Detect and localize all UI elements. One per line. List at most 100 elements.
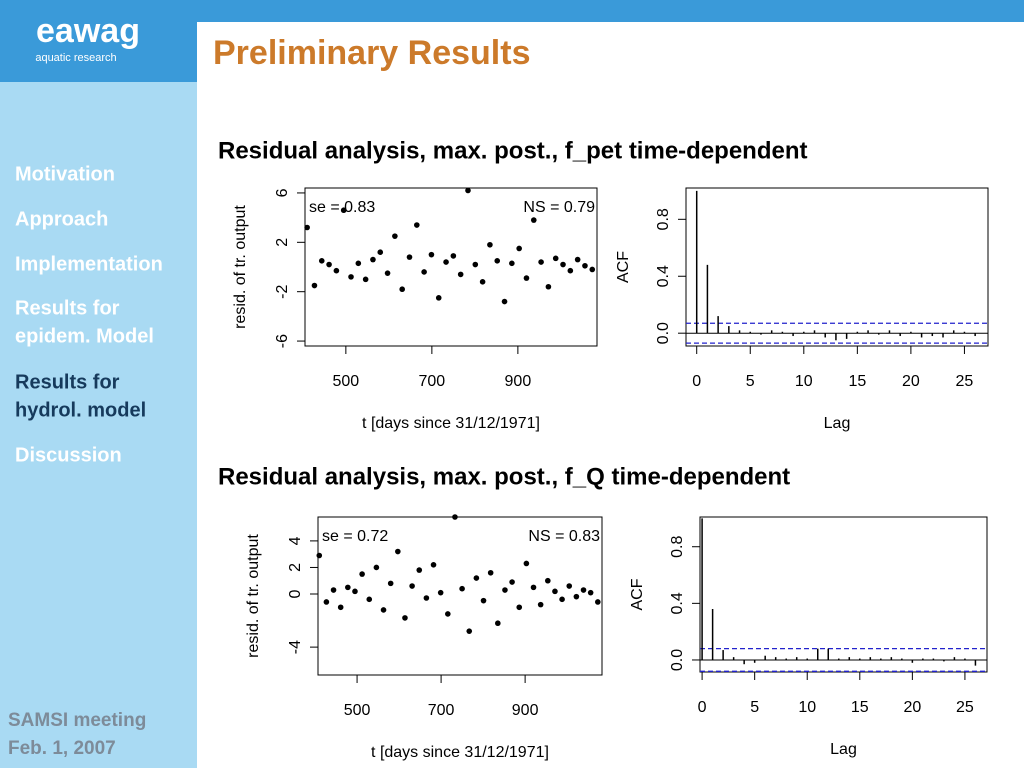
logo-box	[0, 0, 197, 82]
y-tick-label: 2	[274, 238, 291, 247]
point	[573, 593, 580, 600]
point	[311, 282, 318, 289]
point	[523, 560, 530, 567]
point	[501, 298, 508, 305]
point	[409, 583, 415, 589]
point	[340, 207, 347, 214]
x-tick-label: 15	[851, 699, 869, 716]
x-tick-label: 700	[419, 373, 446, 390]
point	[416, 567, 423, 573]
point	[537, 601, 544, 608]
plot-frame	[685, 187, 989, 347]
y-tick-label: 0.0	[669, 649, 686, 671]
nav-item[interactable]: Implementation	[15, 253, 163, 275]
point	[552, 255, 559, 262]
y-axis-label: resid. of tr. output	[232, 205, 249, 329]
y-tick-label: 0.8	[669, 536, 686, 558]
point	[443, 259, 449, 265]
sidebar	[0, 0, 197, 768]
point	[399, 286, 405, 293]
point	[516, 604, 523, 611]
point	[359, 571, 365, 577]
y-axis-label: ACF	[629, 578, 646, 610]
point	[587, 589, 594, 596]
y-tick-label: 0	[287, 589, 304, 598]
point	[352, 588, 358, 595]
annotation: NS = 0.83	[528, 528, 600, 545]
point	[465, 187, 471, 194]
nav-item[interactable]: Discussion	[15, 444, 122, 466]
x-axis-label: Lag	[830, 741, 857, 758]
x-tick-label: 25	[956, 699, 974, 716]
point	[337, 604, 344, 611]
x-tick-label: 900	[505, 373, 532, 390]
point	[345, 584, 351, 591]
point	[552, 588, 558, 595]
y-tick-label: -2	[274, 284, 291, 298]
point	[466, 628, 473, 634]
y-tick-label: 2	[287, 563, 304, 572]
point	[472, 261, 479, 268]
point	[473, 575, 480, 581]
point	[445, 611, 451, 617]
point	[362, 276, 369, 283]
point	[545, 283, 552, 290]
point	[318, 258, 325, 264]
section-heading: Residual analysis, max. post., f_pet tim…	[218, 137, 808, 164]
y-axis-label: ACF	[615, 251, 632, 283]
slide-title: Preliminary Results	[213, 34, 530, 72]
x-tick-label: 10	[795, 373, 813, 390]
point	[567, 267, 574, 274]
point	[304, 224, 310, 231]
y-axis-label: resid. of tr. output	[245, 534, 262, 658]
annotation: se = 0.83	[309, 199, 375, 216]
point	[430, 561, 437, 568]
nav-item[interactable]: epidem. Model	[15, 325, 154, 347]
nav-item[interactable]: Results for	[15, 371, 120, 393]
point	[423, 595, 430, 601]
y-tick-label: -6	[274, 334, 291, 348]
nav-item[interactable]: Motivation	[15, 163, 115, 185]
point	[459, 585, 465, 592]
x-axis-label: t [days since 31/12/1971]	[362, 415, 540, 432]
point	[348, 274, 354, 280]
x-tick-label: 500	[333, 373, 360, 390]
point	[421, 269, 427, 275]
point	[414, 222, 420, 228]
y-tick-label: -4	[287, 640, 304, 654]
nav-item[interactable]: hydrol. model	[15, 399, 146, 421]
point	[387, 580, 394, 587]
logo-sub: aquatic research	[35, 52, 116, 64]
point	[545, 577, 551, 584]
y-tick-label: 0.8	[655, 208, 672, 230]
y-tick-label: 0.4	[655, 265, 672, 287]
nav-item[interactable]: Approach	[15, 208, 108, 230]
point	[402, 615, 408, 621]
point	[330, 587, 337, 593]
nav-item[interactable]: Results for	[15, 297, 120, 319]
point	[566, 583, 573, 589]
point	[502, 587, 508, 593]
plot-frame	[317, 516, 603, 676]
point	[333, 267, 340, 274]
annotation: NS = 0.79	[523, 199, 595, 216]
x-tick-label: 15	[848, 373, 866, 390]
logo: eawag	[36, 12, 140, 50]
point	[580, 587, 587, 593]
x-tick-label: 10	[798, 699, 816, 716]
point	[323, 599, 330, 605]
x-tick-label: 500	[344, 702, 371, 719]
x-tick-label: 20	[903, 699, 921, 716]
point	[457, 271, 464, 278]
x-tick-label: 5	[746, 373, 755, 390]
point	[479, 279, 486, 285]
point	[450, 253, 457, 259]
point	[437, 589, 444, 596]
point	[538, 259, 544, 265]
point	[395, 548, 401, 555]
x-tick-label: 0	[692, 373, 701, 390]
x-axis-label: t [days since 31/12/1971]	[371, 744, 549, 761]
point	[487, 569, 494, 576]
top-bar	[0, 0, 1024, 22]
